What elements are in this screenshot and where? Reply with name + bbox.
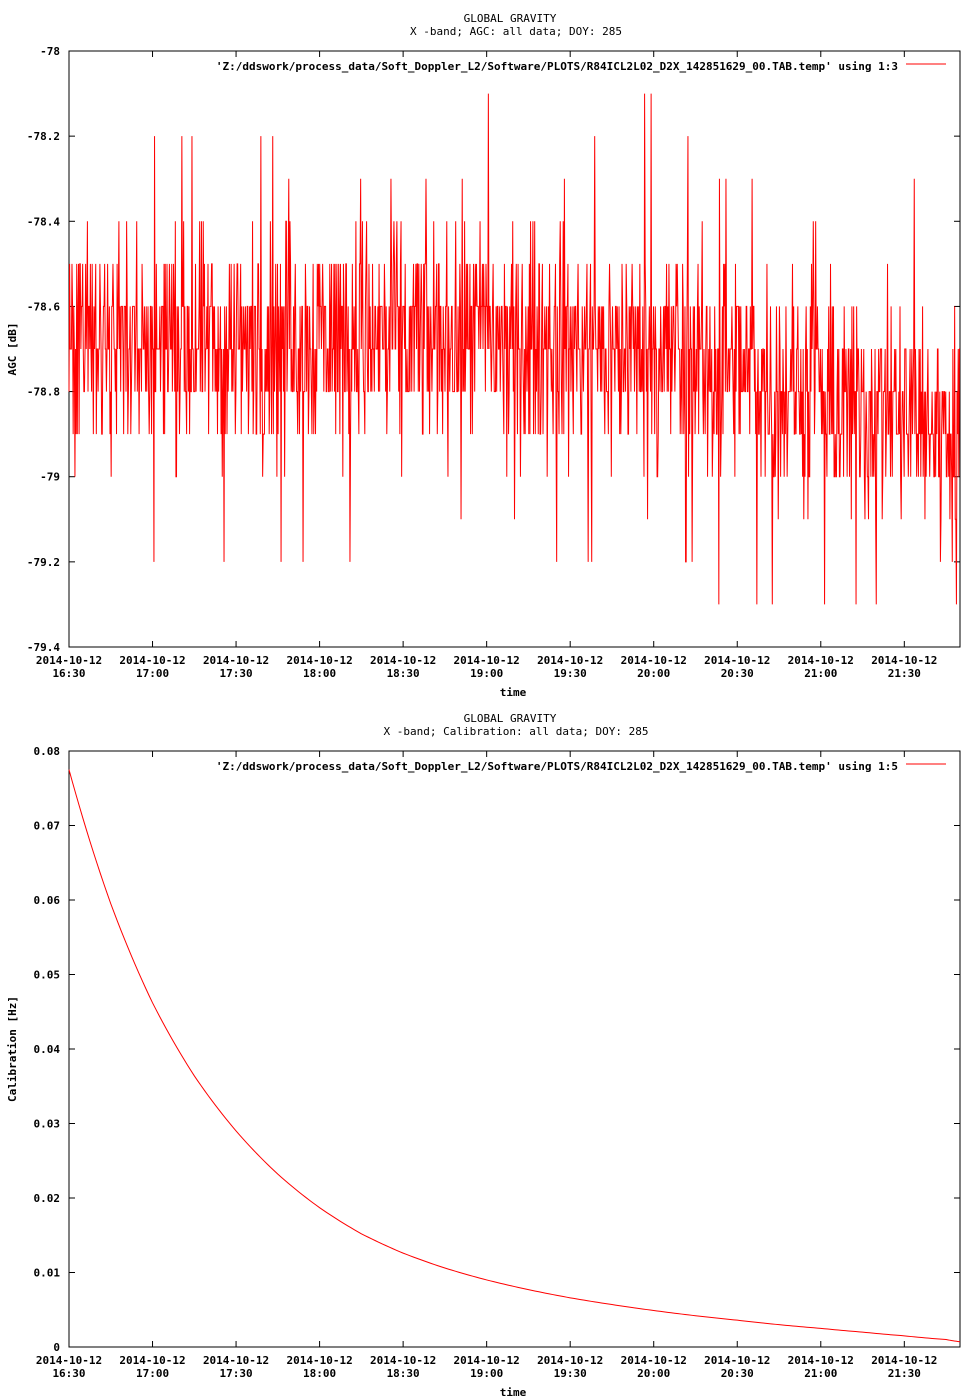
x-tick-label: 2014-10-12 21:00 bbox=[788, 1354, 854, 1380]
chart-calibration-plot-frame bbox=[68, 750, 961, 1348]
chart-agc-x-tick-labels: 2014-10-12 16:30 2014-10-12 17:00 2014-10-12… bbox=[36, 654, 938, 680]
chart-calibration-y-axis-label: Calibration [Hz] bbox=[6, 996, 19, 1102]
chart-agc-series-line bbox=[68, 93, 960, 605]
x-tick-label: 2014-10-12 16:30 bbox=[36, 1354, 102, 1380]
chart-agc: GLOBAL GRAVITY X -band; AGC: all data; D… bbox=[6, 12, 961, 699]
chart-calibration-subtitle: X -band; Calibration: all data; DOY: 285 bbox=[384, 725, 649, 738]
x-tick-label: 2014-10-12 20:00 bbox=[621, 1354, 687, 1380]
chart-agc-y-tick-labels: -78 -78.2 -78.4 -78.6 -78.8 -79 -79.2 -79.4 bbox=[27, 45, 60, 654]
x-tick-label: 2014-10-12 18:00 bbox=[286, 1354, 352, 1380]
x-tick-label: 2014-10-12 19:30 bbox=[537, 1354, 603, 1380]
x-tick-label: 2014-10-12 20:30 bbox=[704, 654, 770, 680]
y-tick-label: -78.2 bbox=[27, 130, 60, 143]
y-tick-label: 0.02 bbox=[34, 1192, 61, 1205]
y-tick-label: 0.08 bbox=[34, 745, 61, 758]
chart-agc-x-axis-label: time bbox=[500, 686, 527, 699]
x-tick-label: 2014-10-12 17:30 bbox=[203, 654, 269, 680]
chart-agc-legend-label: 'Z:/ddswork/process_data/Soft_Doppler_L2… bbox=[216, 60, 898, 73]
chart-calibration-series-line bbox=[68, 769, 961, 1343]
chart-calibration-x-tick-labels: 2014-10-12 16:30 2014-10-12 17:00 2014-10-12… bbox=[36, 1354, 938, 1380]
chart-calibration-title: GLOBAL GRAVITY bbox=[464, 712, 557, 725]
x-tick-label: 2014-10-12 18:30 bbox=[370, 654, 436, 680]
x-tick-label: 2014-10-12 18:00 bbox=[286, 654, 352, 680]
x-tick-label: 2014-10-12 20:00 bbox=[621, 654, 687, 680]
x-tick-label: 2014-10-12 16:30 bbox=[36, 654, 102, 680]
y-tick-label: -78.4 bbox=[27, 215, 60, 228]
x-tick-label: 2014-10-12 19:30 bbox=[537, 654, 603, 680]
chart-calibration-ticks bbox=[68, 750, 960, 1348]
chart-agc-y-axis-label: AGC [dB] bbox=[6, 323, 19, 376]
x-tick-label: 2014-10-12 17:30 bbox=[203, 1354, 269, 1380]
chart-agc-subtitle: X -band; AGC: all data; DOY: 285 bbox=[410, 25, 622, 38]
y-tick-label: 0.07 bbox=[34, 820, 61, 833]
chart-calibration-legend-label: 'Z:/ddswork/process_data/Soft_Doppler_L2… bbox=[216, 760, 898, 773]
x-tick-label: 2014-10-12 19:00 bbox=[454, 654, 520, 680]
x-tick-label: 2014-10-12 20:30 bbox=[704, 1354, 770, 1380]
y-tick-label: -78.6 bbox=[27, 300, 60, 313]
y-tick-label: 0.05 bbox=[34, 969, 61, 982]
y-tick-label: 0.03 bbox=[34, 1118, 61, 1131]
x-tick-label: 2014-10-12 18:30 bbox=[370, 1354, 436, 1380]
y-tick-label: -79 bbox=[40, 471, 60, 484]
y-tick-label: -79.4 bbox=[27, 641, 60, 654]
y-tick-label: -78 bbox=[40, 45, 60, 58]
y-tick-label: 0.06 bbox=[34, 894, 61, 907]
y-tick-label: 0 bbox=[53, 1341, 60, 1354]
x-tick-label: 2014-10-12 19:00 bbox=[454, 1354, 520, 1380]
chart-agc-title: GLOBAL GRAVITY bbox=[464, 12, 557, 25]
x-tick-label: 2014-10-12 21:30 bbox=[871, 1354, 937, 1380]
y-tick-label: -79.2 bbox=[27, 556, 60, 569]
y-tick-label: -78.8 bbox=[27, 386, 60, 399]
x-tick-label: 2014-10-12 17:00 bbox=[119, 1354, 185, 1380]
chart-calibration-y-tick-labels: 0 0.01 0.02 0.03 0.04 0.05 0.06 0.07 0.08 bbox=[34, 745, 61, 1354]
x-tick-label: 2014-10-12 17:00 bbox=[119, 654, 185, 680]
y-tick-label: 0.01 bbox=[34, 1267, 61, 1280]
x-tick-label: 2014-10-12 21:30 bbox=[871, 654, 937, 680]
y-tick-label: 0.04 bbox=[34, 1043, 61, 1056]
chart-calibration-x-axis-label: time bbox=[500, 1386, 527, 1399]
chart-calibration: GLOBAL GRAVITY X -band; Calibration: all… bbox=[6, 712, 961, 1399]
x-tick-label: 2014-10-12 21:00 bbox=[788, 654, 854, 680]
